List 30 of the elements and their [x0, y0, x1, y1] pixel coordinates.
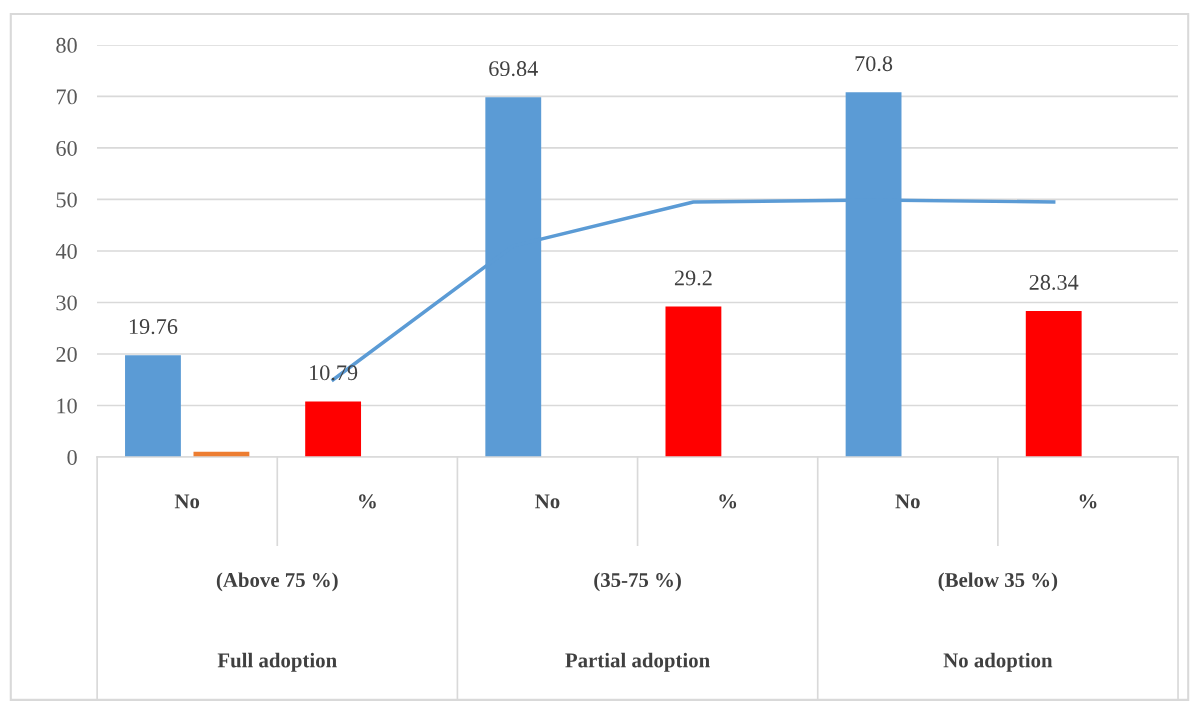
y-tick-label: 80: [56, 37, 77, 53]
data-label: 28.34: [1029, 274, 1079, 290]
bar: [1025, 311, 1082, 457]
x-tick-label: %: [719, 494, 737, 509]
bar: [125, 355, 181, 457]
bar: [665, 306, 722, 457]
x-tick-label: No: [174, 494, 200, 509]
text: (Below 35 %): [938, 572, 1058, 592]
y-tick-label: 10: [57, 398, 77, 414]
bar: [305, 401, 362, 457]
y-tick-label: 50: [56, 192, 77, 208]
x-tick-label: %: [359, 494, 376, 509]
text: No adoption: [943, 652, 1053, 672]
text: (Above 75 %): [216, 572, 338, 592]
data-label: 19.76: [129, 319, 178, 335]
x-tick-label: No: [895, 494, 920, 509]
text: Partial adoption: [565, 652, 710, 672]
y-tick-label: 0: [67, 449, 77, 465]
data-label: 29.2: [674, 270, 712, 286]
x-tick-label: %: [1079, 494, 1097, 509]
y-tick-label: 20: [56, 346, 77, 362]
y-tick-label: 60: [56, 140, 77, 156]
text: (35-75 %): [594, 572, 681, 592]
y-tick-label: 70: [56, 89, 77, 105]
data-label: 70.8: [855, 56, 893, 72]
y-tick-label: 30: [56, 295, 77, 311]
y-tick-label: 40: [55, 243, 77, 259]
data-label: 69.84: [489, 61, 538, 77]
text: Full adoption: [217, 652, 337, 672]
x-tick-label: No: [535, 494, 560, 509]
